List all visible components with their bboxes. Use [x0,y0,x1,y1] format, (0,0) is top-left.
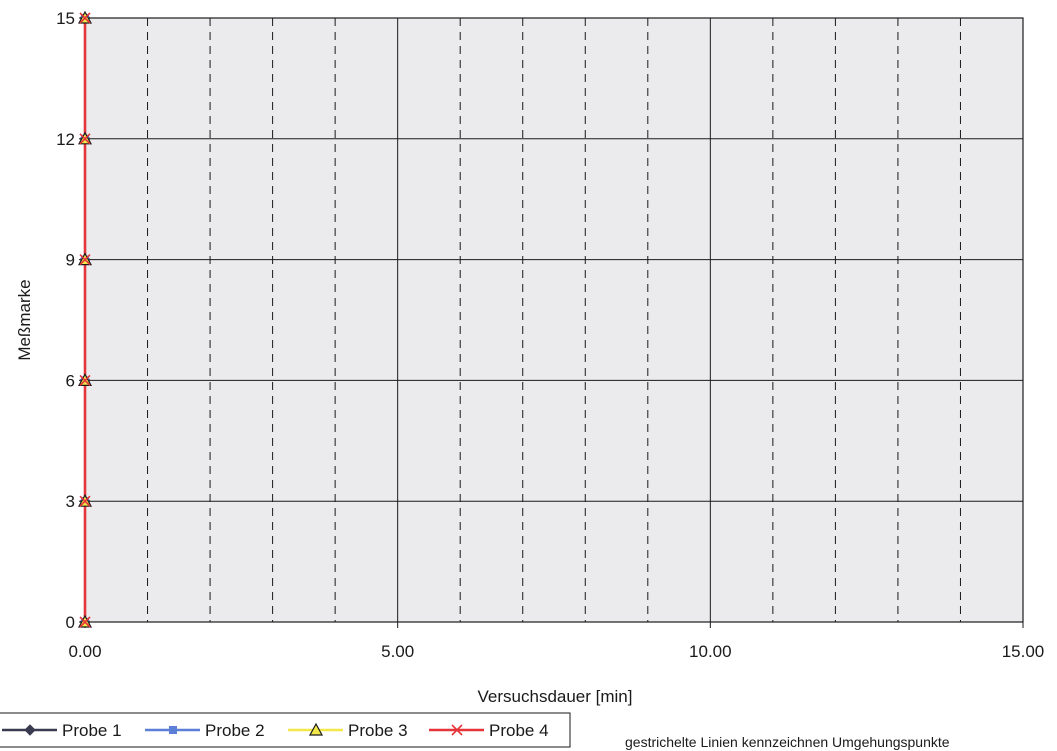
marker-layer [77,10,93,628]
x-marker-stroke [79,374,91,386]
legend-item: Probe 2 [145,721,265,740]
y-axis-title: Meßmarke [15,279,34,360]
y-tick-label: 12 [56,130,75,149]
y-tick-label: 3 [66,492,75,511]
x-marker-stroke [79,133,91,145]
data-point [79,133,91,145]
y-tick-label: 15 [56,9,75,28]
y-tick-label: 6 [66,371,75,390]
legend-label: Probe 1 [62,721,122,740]
footnote: gestrichelte Linien kennzeichnen Umgehun… [625,734,950,750]
legend-label: Probe 2 [205,721,265,740]
legend-marker [169,726,177,734]
x-marker-stroke [79,495,91,507]
legend-label: Probe 3 [348,721,408,740]
x-tick-label: 15.00 [1002,642,1045,661]
data-point [79,616,91,628]
legend-item: Probe 3 [288,721,408,740]
x-marker-stroke [451,724,463,736]
legend-marker [308,722,324,736]
legend-marker [451,724,463,736]
x-marker-stroke [79,616,91,628]
legend-label: Probe 4 [489,721,549,740]
data-point [79,254,91,266]
legend-item: Probe 1 [2,721,122,740]
y-tick-label: 9 [66,251,75,270]
y-tick-label: 0 [66,613,75,632]
data-point [79,12,91,24]
plot-area [84,17,1024,623]
legend: Probe 1 Probe 2 Probe 3 Probe 4 [0,712,571,748]
data-point [79,374,91,386]
x-tick-label: 10.00 [689,642,732,661]
y-tick-labels: 0 3 6 9 12 15 [56,9,75,632]
x-marker-stroke [79,12,91,24]
data-point [79,495,91,507]
x-axis-title: Versuchsdauer [min] [478,687,633,706]
x-tick-label: 0.00 [68,642,101,661]
x-tick-labels: 0.00 5.00 10.00 15.00 [68,642,1044,661]
legend-item: Probe 4 [429,721,549,740]
grid [85,18,1023,622]
legend-marker [24,724,36,736]
legend-items: Probe 1 Probe 2 Probe 3 Probe 4 [2,721,549,740]
x-marker-stroke [79,254,91,266]
x-tick-label: 5.00 [381,642,414,661]
